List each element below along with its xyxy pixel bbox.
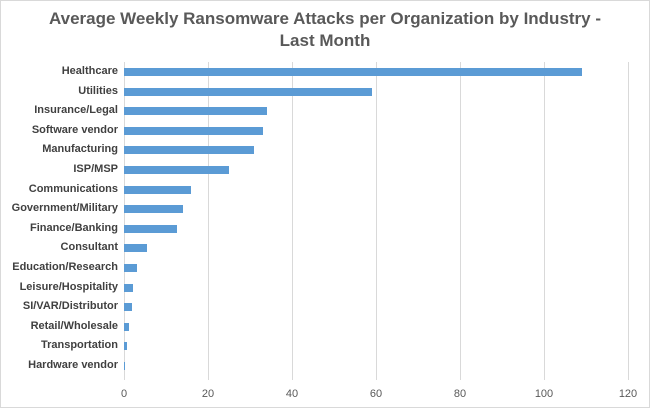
bar [124, 126, 263, 135]
gridline [460, 62, 461, 380]
gridline [376, 62, 377, 380]
chart-title-line-2: Last Month [279, 31, 371, 50]
bar-row [124, 297, 628, 317]
category-label: Consultant [60, 241, 118, 254]
x-tick-label: 80 [453, 388, 467, 400]
category-label: Healthcare [61, 65, 118, 77]
gridline [628, 62, 629, 380]
category-label: Insurance/Legal [34, 104, 118, 117]
category-label: Transportation [40, 339, 118, 352]
bar [124, 244, 148, 253]
bar [124, 87, 372, 96]
plot-area [124, 62, 629, 380]
bar-row [124, 140, 628, 160]
category-label: Government/Military [11, 202, 118, 215]
bar [124, 264, 137, 272]
category-label: Software vendor [31, 123, 118, 136]
category-label: Education/Research [12, 261, 118, 273]
bar [124, 146, 255, 155]
bar [124, 107, 267, 116]
category-label: Leisure/Hospitality [19, 280, 118, 293]
category-label: Utilities [78, 84, 118, 97]
bar-row [124, 336, 628, 356]
bar-row [124, 278, 628, 298]
bar [124, 224, 177, 233]
bar [124, 362, 126, 370]
x-tick-label: 120 [618, 388, 638, 400]
category-label: Manufacturing [42, 143, 118, 156]
x-tick-label: 100 [534, 388, 554, 400]
bar-row [124, 180, 628, 200]
gridline [292, 62, 293, 380]
bar-row [124, 356, 628, 376]
gridline [208, 62, 209, 380]
category-label: ISP/MSP [73, 163, 118, 175]
bar [124, 283, 134, 292]
bar-row [124, 121, 628, 141]
bar [124, 166, 229, 174]
bar-row [124, 199, 628, 219]
x-tick-label: 40 [285, 388, 299, 400]
category-label: Retail/Wholesale [30, 319, 118, 332]
bar-row [124, 219, 628, 239]
gridline [124, 62, 125, 380]
gridline [544, 62, 545, 380]
bar-row [124, 101, 628, 121]
bar-row [124, 62, 628, 82]
bar-row [124, 238, 628, 258]
bar-row [124, 317, 628, 337]
bar-row [124, 258, 628, 278]
chart-title-line-1: Average Weekly Ransomware Attacks per Or… [48, 9, 602, 28]
bar [124, 303, 132, 312]
category-label: Finance/Banking [29, 221, 118, 234]
x-tick-label: 0 [120, 388, 128, 400]
bar [124, 322, 130, 331]
bar-row [124, 160, 628, 180]
category-label: SI/VAR/Distributor [22, 300, 118, 313]
bar-row [124, 82, 628, 102]
bar [124, 205, 183, 214]
bar [124, 342, 128, 351]
chart-title: Average Weekly Ransomware Attacks per Or… [0, 8, 650, 52]
bar [124, 185, 192, 194]
category-label: Communications [28, 182, 118, 195]
x-tick-label: 60 [369, 388, 383, 400]
category-label: Hardware vendor [28, 359, 118, 371]
bar [124, 68, 582, 76]
x-tick-label: 20 [201, 388, 215, 400]
